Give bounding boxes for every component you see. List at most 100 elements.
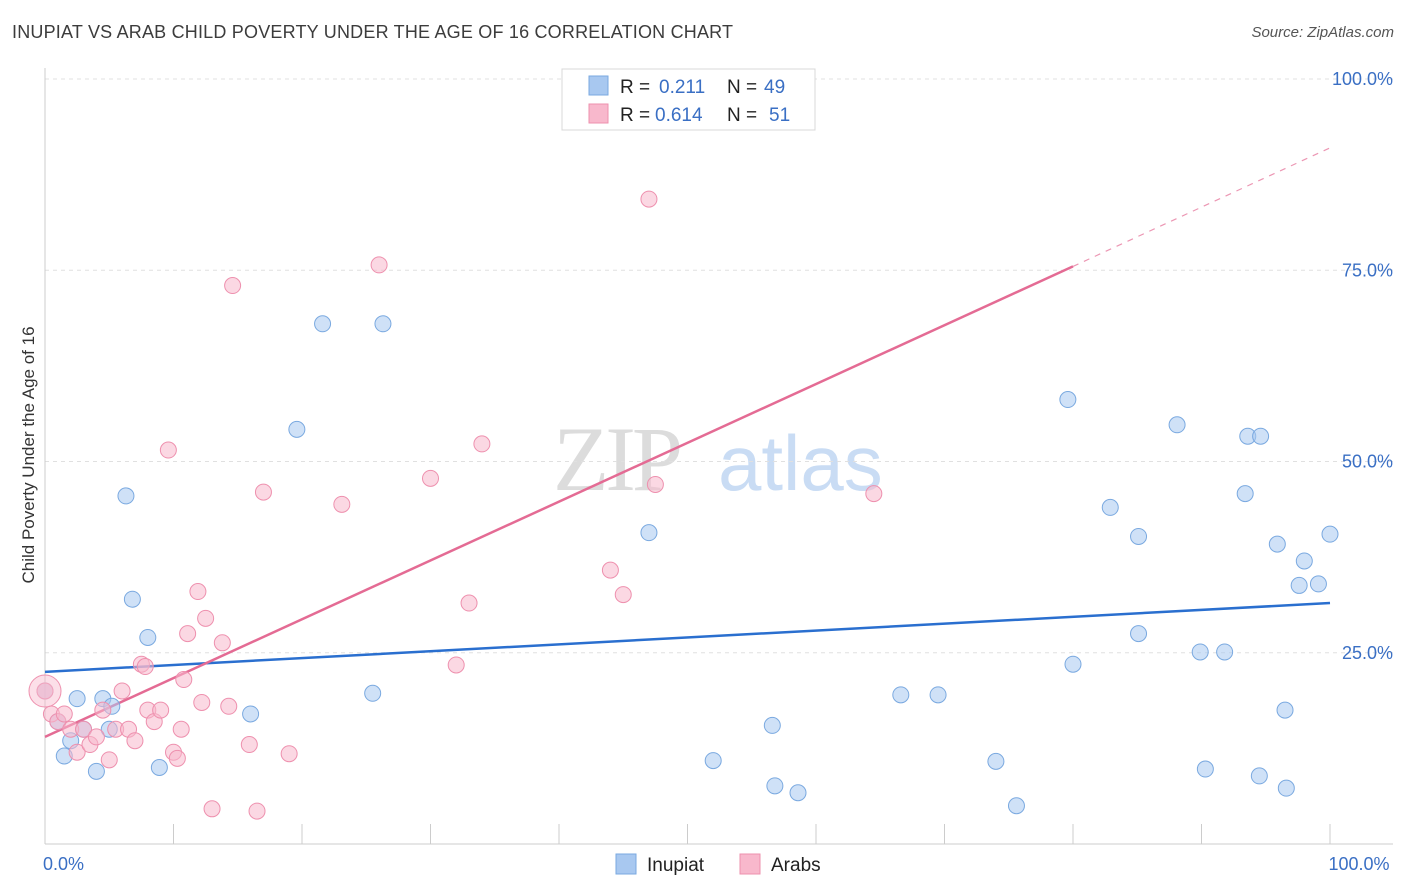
trend-line-arabs [44, 265, 1074, 739]
legend-label-inupiat: Inupiat [647, 855, 705, 876]
point-inupiat [242, 705, 260, 723]
point-inupiat [150, 759, 168, 776]
point-arabs [126, 732, 144, 750]
trend-line-inupiat [44, 601, 1331, 674]
point-inupiat [1321, 525, 1339, 543]
legend-swatch-arabs [588, 103, 609, 124]
point-arabs [179, 625, 197, 643]
point-arabs [422, 469, 439, 487]
point-arabs [94, 701, 112, 719]
x-tick-label: 100.0% [1328, 854, 1389, 874]
point-arabs [159, 441, 177, 459]
point-arabs [614, 586, 632, 604]
point-arabs [203, 800, 221, 818]
legend-n-label-inupiat: N = [727, 77, 757, 98]
point-inupiat [1295, 552, 1313, 570]
point-arabs [224, 277, 242, 295]
point-inupiat [1309, 575, 1327, 593]
point-inupiat [1276, 701, 1294, 719]
point-inupiat [1168, 416, 1186, 434]
point-arabs [254, 483, 272, 501]
point-inupiat [1277, 779, 1295, 797]
y-axis-title: Child Poverty Under the Age of 16 [19, 326, 38, 583]
point-inupiat [704, 752, 722, 770]
point-arabs [68, 743, 86, 761]
legend-n-value-inupiat: 49 [764, 77, 785, 98]
gridlines [45, 78, 1393, 654]
watermark-zip: ZIP [553, 408, 680, 510]
point-inupiat [123, 590, 141, 608]
point-inupiat [766, 777, 784, 795]
point-inupiat [314, 315, 332, 333]
point-arabs [248, 802, 266, 820]
point-arabs [865, 485, 883, 503]
legend-r-value-inupiat: 0.211 [659, 77, 705, 98]
point-inupiat [1064, 655, 1082, 673]
point-arabs [152, 701, 170, 719]
x-tick-label: 0.0% [43, 854, 84, 874]
point-inupiat [1252, 427, 1270, 445]
legend-swatch-inupiat-bottom [615, 853, 637, 875]
point-arabs [646, 475, 664, 493]
point-arabs [473, 435, 491, 453]
point-arabs [197, 609, 215, 627]
point-arabs [168, 749, 186, 767]
legend-r-value-arabs: 0.614 [655, 105, 703, 126]
point-arabs [240, 736, 258, 754]
point-arabs [601, 561, 619, 579]
point-inupiat [364, 684, 382, 702]
point-arabs [175, 671, 193, 689]
point-inupiat [1059, 391, 1077, 409]
y-tick-label: 50.0% [1342, 452, 1393, 472]
point-inupiat [1130, 625, 1148, 643]
point-arabs [113, 682, 131, 700]
point-inupiat [87, 762, 105, 780]
point-arabs [333, 495, 351, 513]
point-arabs [87, 728, 105, 746]
point-arabs [280, 745, 298, 763]
point-inupiat [892, 686, 910, 704]
point-arabs [36, 682, 54, 700]
point-inupiat [1191, 643, 1209, 661]
legend-swatch-arabs-bottom [739, 853, 761, 875]
point-inupiat [1250, 767, 1268, 785]
y-tick-label: 25.0% [1342, 643, 1393, 663]
point-arabs [220, 697, 238, 715]
trend-line-dashed-arabs [1072, 147, 1331, 267]
legend-n-label-arabs: N = [727, 105, 757, 126]
point-inupiat [68, 690, 86, 708]
tick-labels: 0.0% 100.0% 25.0% 50.0% 75.0% 100.0% [43, 69, 1393, 874]
legend-label-arabs: Arabs [771, 855, 821, 876]
point-inupiat [139, 628, 157, 646]
point-arabs [75, 720, 93, 738]
point-arabs [447, 656, 465, 674]
point-inupiat [1101, 498, 1119, 516]
point-arabs [136, 658, 154, 676]
source-label: Source: ZipAtlas.com [1251, 24, 1394, 41]
y-tick-label: 75.0% [1342, 260, 1393, 280]
point-arabs [193, 693, 211, 711]
point-inupiat [1216, 643, 1234, 661]
watermark-atlas: atlas [718, 419, 883, 507]
point-inupiat [1290, 576, 1308, 594]
point-inupiat [117, 487, 135, 505]
legend-r-label-arabs: R = [620, 105, 650, 126]
point-inupiat [1196, 760, 1214, 778]
point-inupiat [640, 524, 658, 542]
legend-n-value-arabs: 51 [769, 105, 790, 126]
point-arabs [100, 751, 118, 769]
point-arabs [460, 594, 478, 612]
chart-title: INUPIAT VS ARAB CHILD POVERTY UNDER THE … [12, 22, 734, 42]
legend-swatch-inupiat [588, 75, 609, 96]
point-arabs [55, 705, 73, 723]
point-arabs [172, 720, 190, 738]
point-cluster [28, 674, 62, 708]
point-inupiat [929, 686, 947, 704]
trend-lines [44, 147, 1331, 739]
point-inupiat [1236, 485, 1254, 503]
point-inupiat [987, 752, 1005, 770]
point-arabs [640, 190, 658, 208]
point-inupiat [1007, 797, 1025, 815]
point-arabs [189, 583, 207, 601]
